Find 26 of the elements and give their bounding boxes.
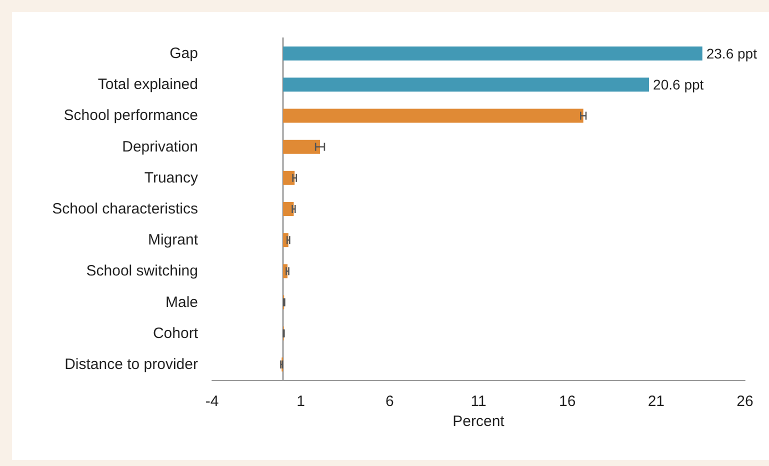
y-tick-label: Truancy — [144, 169, 198, 186]
bar — [283, 170, 295, 185]
y-tick-label: Deprivation — [122, 138, 198, 156]
data-label: 23.6 ppt — [706, 46, 758, 62]
y-tick-label: School performance — [64, 107, 198, 124]
x-tick-label: 26 — [736, 393, 754, 410]
y-tick-label: Cohort — [152, 324, 199, 342]
y-tick-label: Total explained — [98, 76, 198, 94]
x-axis-title: Percent — [452, 412, 506, 430]
x-tick-label: 16 — [558, 393, 576, 410]
y-tick-label: Distance to provider — [64, 356, 198, 373]
y-tick-label: Gap — [170, 45, 198, 62]
x-tick-label: 11 — [470, 393, 486, 410]
bar — [283, 78, 650, 92]
y-tick-label: Migrant — [148, 232, 199, 249]
bar — [283, 108, 584, 123]
x-tick-label: 6 — [385, 393, 394, 410]
x-tick-label: 21 — [648, 393, 665, 410]
x-tick-label: 1 — [296, 393, 306, 410]
x-tick-label: -4 — [205, 393, 219, 410]
data-label: 20.6 ppt — [653, 76, 704, 93]
bar — [283, 46, 702, 61]
y-tick-label: School characteristics — [52, 200, 198, 218]
bar — [283, 140, 320, 154]
y-tick-label: Male — [165, 294, 198, 311]
y-tick-label: School switching — [86, 262, 198, 280]
